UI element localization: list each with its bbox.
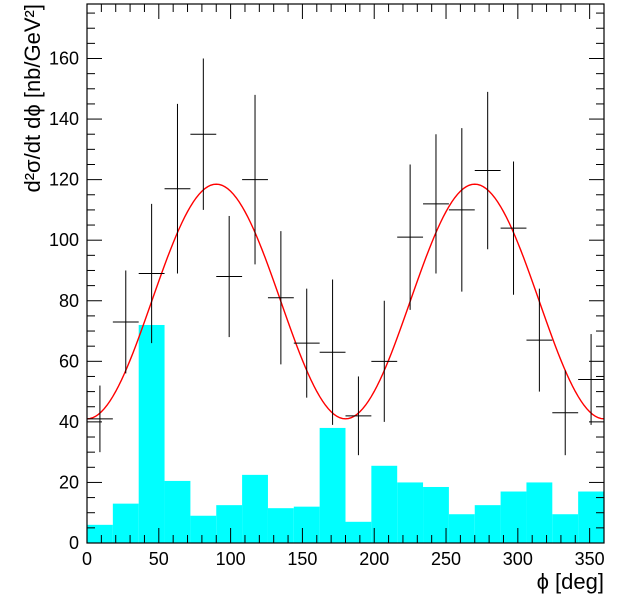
data-point [138,203,165,344]
background-histogram [87,324,604,543]
histogram-bar [319,427,346,543]
histogram-bar [500,491,527,543]
histogram-bar [242,474,268,543]
y-tick-label: 0 [69,533,79,553]
fit-curve [86,183,605,420]
data-point [423,134,449,274]
y-tick-label: 60 [59,351,79,371]
data-point [552,370,579,456]
histogram-bar [423,486,449,543]
histogram-bar [578,491,604,543]
histogram-bar [397,482,424,543]
tick-labels: 0 50 100 150 200 250 300 350 0 20 40 60 80 100 120 140 1… [49,49,605,569]
histogram-bar [448,514,475,543]
histogram-bar [112,503,139,543]
histogram-bar [474,505,501,543]
data-point [319,279,346,425]
x-tick-label: 50 [149,549,169,569]
histogram-bar [526,482,553,543]
x-tick-label: 350 [575,549,605,569]
data-point [345,376,372,456]
x-tick-label: 150 [287,549,317,569]
data-point [371,300,398,422]
data-point [242,94,268,265]
histogram-bar [216,505,243,543]
histogram-bar [190,515,217,543]
data-points-layer [87,58,604,456]
histogram-bar [345,521,372,543]
histogram-bar [552,514,579,543]
y-tick-label: 40 [59,412,79,432]
y-tick-label: 100 [49,230,79,250]
y-tick-label: 80 [59,291,79,311]
y-axis-title: d²σ/dt dϕ [nb/GeV²] [20,4,45,193]
y-tick-label: 120 [49,170,79,190]
x-tick-label: 0 [82,549,92,569]
fit-curve-layer [86,183,605,420]
data-point [267,231,294,365]
data-point [578,334,604,425]
data-point [526,288,553,392]
histogram-bar [87,524,113,543]
histogram-bar [293,506,320,543]
x-tick-label: 250 [431,549,461,569]
data-point [164,103,191,274]
y-tick-label: 140 [49,109,79,129]
histogram-bar [164,480,191,543]
axis-ticks [86,4,605,544]
data-point [216,215,243,338]
x-tick-label: 200 [359,549,389,569]
data-point [293,288,320,398]
data-point [112,270,139,374]
data-point [397,164,424,310]
y-tick-label: 160 [49,49,79,69]
x-tick-label: 300 [503,549,533,569]
data-point [500,161,527,295]
y-tick-label: 20 [59,472,79,492]
histogram-bar [371,465,398,543]
data-point [87,385,113,453]
histogram-bar [138,324,165,543]
x-axis-title: ϕ [deg] [537,569,604,594]
x-tick-label: 100 [216,549,246,569]
data-point [474,91,501,250]
data-point [190,58,217,210]
histogram-bar [267,508,294,543]
data-point [448,128,475,292]
